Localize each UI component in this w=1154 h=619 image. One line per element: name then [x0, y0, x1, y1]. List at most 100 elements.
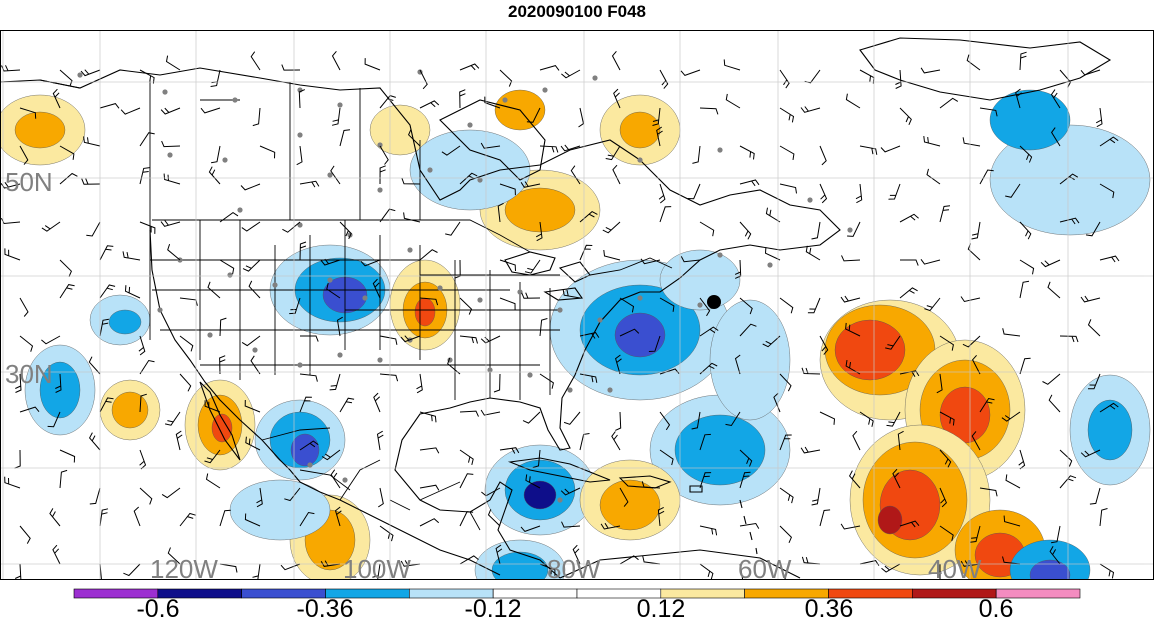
anomaly-contour: [709, 299, 791, 421]
station-dot: [342, 477, 348, 483]
wind-barb: [204, 400, 221, 413]
wind-barb: [602, 221, 621, 234]
wind-barb: [299, 373, 318, 382]
wind-barb: [962, 137, 981, 147]
wind-barb: [855, 183, 863, 204]
wind-barb: [122, 251, 141, 261]
station-dot: [477, 177, 483, 183]
station-dot: [377, 142, 383, 148]
wind-barb: [245, 436, 261, 451]
wind-barb: [939, 525, 954, 542]
anomaly-contour: [834, 319, 906, 381]
anomaly-contour: [369, 104, 431, 156]
wind-barb: [139, 487, 153, 505]
station-dot: [427, 167, 433, 173]
station-dot: [717, 147, 723, 153]
wind-barb: [207, 281, 221, 299]
wind-barb: [525, 474, 541, 489]
colorbar-tick-label: -0.12: [465, 595, 522, 619]
wind-barb: [400, 560, 421, 567]
wind-barb: [579, 244, 593, 261]
wind-barb: [845, 93, 861, 109]
wind-barb: [899, 287, 918, 299]
wind-barb: [979, 107, 998, 117]
wind-barb: [899, 107, 912, 125]
wind-barb: [379, 525, 394, 542]
colorbar: -0.6 -0.36 -0.12 0.12 0.36 0.6: [73, 588, 1081, 619]
wind-barb: [739, 323, 757, 337]
wind-barbs: [0, 50, 1120, 580]
wind-barb: [59, 69, 73, 87]
colorbar-tick-label: 0.6: [979, 595, 1014, 619]
wind-barb: [779, 525, 792, 543]
wind-barb: [336, 316, 343, 337]
wind-barb: [656, 126, 663, 147]
wind-barb: [892, 468, 901, 489]
wind-barb: [1050, 127, 1061, 147]
wind-barb: [520, 525, 541, 532]
station-dot: [607, 387, 613, 393]
station-dot: [437, 285, 443, 291]
wind-barb: [971, 354, 981, 375]
wind-barb: [160, 220, 181, 227]
wind-barb: [99, 103, 120, 109]
station-dot: [337, 352, 343, 358]
wind-barb: [139, 359, 155, 375]
anomaly-contour: [409, 129, 531, 211]
wind-barb: [0, 182, 21, 189]
wind-barb: [376, 430, 384, 451]
wind-barb: [613, 88, 621, 109]
wind-barb: [841, 255, 861, 262]
wind-barb: [419, 249, 438, 261]
wind-barb: [725, 93, 741, 109]
wind-barb: [939, 411, 955, 426]
wind-barb: [615, 354, 622, 375]
station-dot: [697, 302, 703, 308]
wind-barb: [165, 55, 181, 71]
wind-barb: [299, 396, 312, 413]
wind-barb: [459, 335, 478, 344]
wind-barb: [4, 248, 21, 261]
wind-barb: [840, 295, 861, 303]
wind-barb: [642, 555, 661, 565]
wind-barb: [920, 67, 941, 74]
wind-barb: [339, 397, 355, 413]
wind-barb: [379, 165, 386, 185]
wind-barb: [691, 411, 701, 430]
wind-barb: [296, 145, 303, 166]
wind-barb: [979, 397, 995, 413]
wind-barb: [133, 506, 141, 527]
wind-barb: [19, 297, 29, 317]
wind-barb: [848, 470, 861, 489]
wind-barb: [211, 145, 221, 164]
wind-barb: [47, 411, 61, 428]
wind-barb: [899, 213, 919, 223]
wind-barb: [897, 430, 904, 451]
wind-barb: [895, 69, 902, 89]
wind-barb: [299, 180, 320, 188]
station-dot: [377, 357, 383, 363]
wind-barb: [364, 58, 381, 71]
wind-barb: [1042, 373, 1061, 385]
wind-barb: [99, 245, 114, 261]
wind-barb: [939, 487, 947, 508]
wind-barb: [259, 145, 276, 159]
wind-barb: [819, 145, 827, 166]
wind-barb: [539, 145, 559, 153]
wind-barb: [59, 259, 72, 277]
wind-barb: [859, 411, 874, 427]
station-dot: [307, 462, 313, 468]
wind-barb: [1040, 259, 1061, 268]
wind-barb: [419, 518, 440, 527]
wind-barb: [331, 107, 341, 126]
wind-barb: [801, 367, 821, 375]
wind-barb: [807, 297, 821, 314]
wind-barb: [880, 145, 901, 153]
wind-barb: [845, 322, 861, 337]
wind-barb: [1099, 563, 1115, 579]
wind-barb: [419, 447, 440, 454]
wind-barb: [779, 107, 795, 123]
station-dot: [717, 252, 723, 258]
station-dot: [222, 157, 228, 163]
wind-barb: [55, 373, 62, 393]
